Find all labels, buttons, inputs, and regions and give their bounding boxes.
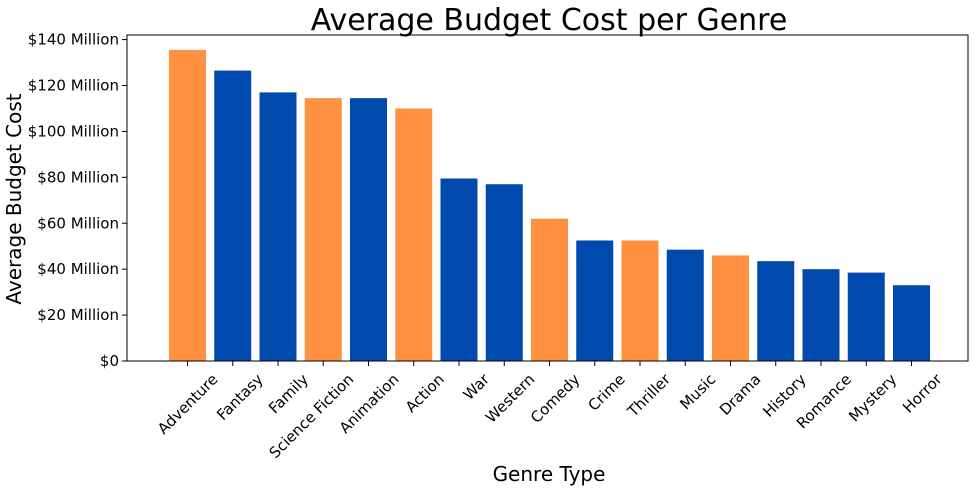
y-tick-label: $120 Million [28, 77, 119, 95]
bar-animation [350, 98, 387, 362]
x-tick-label: Horror [899, 370, 946, 417]
x-tick-label: Music [676, 370, 719, 413]
x-tick-label: Crime [584, 370, 628, 414]
x-axis-label: Genre Type [493, 462, 606, 486]
y-tick-label: $80 Million [37, 168, 119, 186]
x-tick-label: Thriller [623, 370, 674, 421]
bar-family [259, 92, 297, 362]
bar-comedy [531, 218, 568, 361]
bar-fantasy [214, 70, 252, 362]
bar-history [757, 261, 795, 361]
bar-mystery [847, 272, 885, 361]
bar-war [440, 178, 478, 361]
y-tick-label: $0 [100, 352, 119, 370]
bar-romance [802, 269, 840, 361]
chart-title: Average Budget Cost per Genre [311, 3, 788, 38]
x-tick-label: Mystery [845, 370, 900, 425]
y-tick-label: $60 Million [37, 214, 119, 232]
x-tick-label: Comedy [527, 370, 584, 427]
bar-action [395, 108, 433, 362]
bar-crime [576, 240, 614, 361]
x-tick-label: War [460, 370, 494, 404]
bar-music [666, 249, 704, 361]
x-tick-label: Drama [716, 370, 765, 419]
y-axis: $0 $20 Million $40 Million $60 Million $80 M… [28, 31, 127, 370]
bar-adventure [169, 49, 206, 361]
x-tick-label: Action [402, 370, 448, 416]
bar-thriller [621, 240, 659, 361]
y-tick-label: $140 Million [28, 31, 119, 49]
y-tick-label: $20 Million [37, 306, 119, 324]
y-axis-label: Average Budget Cost [2, 93, 26, 304]
bar-horror [893, 285, 930, 361]
x-tick-label: Adventure [154, 370, 222, 438]
bar-western [485, 184, 523, 361]
y-tick-label: $100 Million [28, 122, 119, 140]
bar-drama [712, 255, 749, 361]
y-tick-label: $40 Million [37, 260, 119, 278]
plot-frame [126, 34, 969, 362]
bars-group [169, 49, 930, 362]
x-tick-label: Fantasy [213, 370, 267, 424]
bar-science-fiction [304, 98, 342, 362]
